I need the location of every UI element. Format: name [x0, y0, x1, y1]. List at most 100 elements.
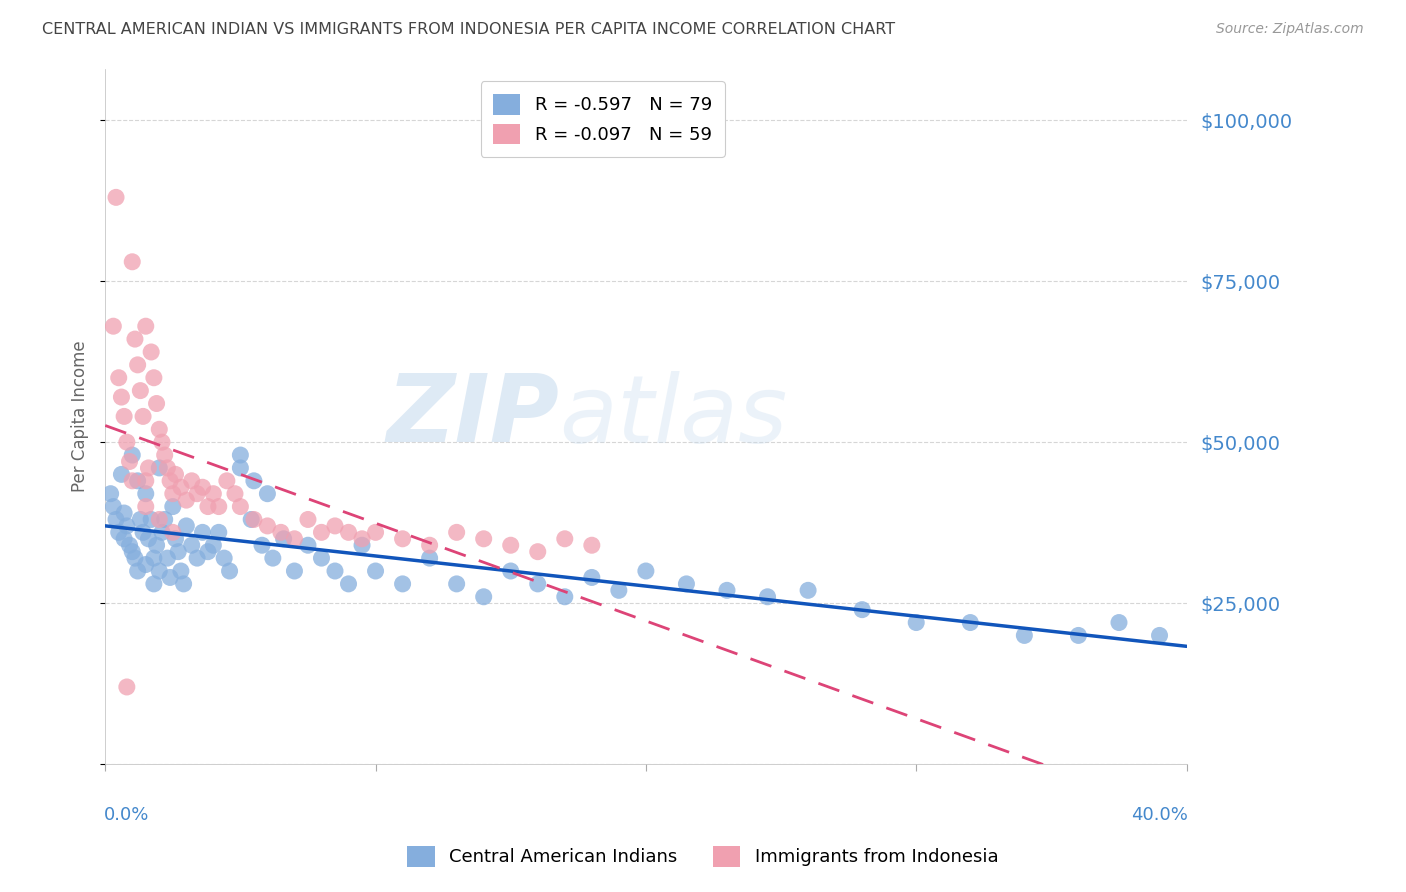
- Point: [156, 461, 179, 475]
- Point: [323, 564, 346, 578]
- Point: [391, 532, 413, 546]
- Point: [132, 409, 155, 424]
- Text: 40.0%: 40.0%: [1130, 806, 1188, 824]
- Point: [100, 486, 122, 500]
- Point: [283, 532, 305, 546]
- Point: [634, 564, 657, 578]
- Point: [142, 370, 165, 384]
- Text: ZIP: ZIP: [387, 370, 560, 462]
- Point: [229, 500, 252, 514]
- Point: [135, 319, 157, 334]
- Point: [526, 544, 548, 558]
- Point: [107, 370, 129, 384]
- Point: [224, 486, 246, 500]
- Point: [135, 558, 157, 572]
- Point: [364, 564, 387, 578]
- Point: [350, 538, 373, 552]
- Point: [121, 544, 143, 558]
- Point: [229, 461, 252, 475]
- Point: [121, 474, 143, 488]
- Point: [472, 590, 495, 604]
- Point: [212, 551, 235, 566]
- Point: [297, 538, 319, 552]
- Point: [243, 474, 266, 488]
- Point: [446, 525, 468, 540]
- Point: [159, 570, 181, 584]
- Point: [103, 319, 125, 334]
- Point: [145, 396, 167, 410]
- Point: [240, 512, 263, 526]
- Point: [112, 532, 135, 546]
- Point: [150, 525, 173, 540]
- Point: [107, 525, 129, 540]
- Point: [124, 332, 146, 346]
- Point: [1014, 628, 1036, 642]
- Point: [581, 570, 603, 584]
- Point: [191, 480, 214, 494]
- Point: [150, 435, 173, 450]
- Point: [675, 577, 697, 591]
- Point: [229, 448, 252, 462]
- Point: [186, 486, 208, 500]
- Point: [1108, 615, 1130, 630]
- Point: [162, 525, 184, 540]
- Point: [526, 577, 548, 591]
- Point: [851, 602, 873, 616]
- Point: [323, 519, 346, 533]
- Point: [208, 500, 231, 514]
- Point: [173, 577, 195, 591]
- Point: [905, 615, 928, 630]
- Point: [581, 538, 603, 552]
- Point: [156, 551, 179, 566]
- Point: [121, 254, 143, 268]
- Point: [142, 551, 165, 566]
- Point: [121, 448, 143, 462]
- Point: [141, 512, 163, 526]
- Point: [215, 474, 238, 488]
- Point: [218, 564, 240, 578]
- Point: [419, 551, 441, 566]
- Point: [554, 532, 576, 546]
- Point: [446, 577, 468, 591]
- Point: [105, 512, 128, 526]
- Point: [176, 493, 198, 508]
- Point: [153, 512, 176, 526]
- Point: [115, 435, 138, 450]
- Point: [499, 538, 522, 552]
- Point: [162, 486, 184, 500]
- Point: [167, 544, 190, 558]
- Point: [170, 480, 193, 494]
- Point: [337, 525, 360, 540]
- Point: [270, 525, 292, 540]
- Point: [153, 448, 176, 462]
- Point: [159, 474, 181, 488]
- Point: [243, 512, 266, 526]
- Text: atlas: atlas: [560, 371, 787, 462]
- Point: [472, 532, 495, 546]
- Point: [202, 486, 225, 500]
- Point: [112, 409, 135, 424]
- Point: [197, 544, 219, 558]
- Point: [716, 583, 738, 598]
- Point: [129, 512, 152, 526]
- Point: [419, 538, 441, 552]
- Point: [142, 577, 165, 591]
- Point: [118, 538, 141, 552]
- Point: [141, 345, 163, 359]
- Point: [138, 532, 160, 546]
- Point: [112, 506, 135, 520]
- Point: [499, 564, 522, 578]
- Point: [118, 454, 141, 468]
- Point: [273, 532, 295, 546]
- Point: [135, 486, 157, 500]
- Text: 0.0%: 0.0%: [104, 806, 149, 824]
- Point: [115, 680, 138, 694]
- Legend: R = -0.597   N = 79, R = -0.097   N = 59: R = -0.597 N = 79, R = -0.097 N = 59: [481, 81, 724, 157]
- Point: [297, 512, 319, 526]
- Point: [129, 384, 152, 398]
- Point: [165, 467, 187, 482]
- Point: [135, 474, 157, 488]
- Point: [262, 551, 284, 566]
- Point: [135, 500, 157, 514]
- Point: [391, 577, 413, 591]
